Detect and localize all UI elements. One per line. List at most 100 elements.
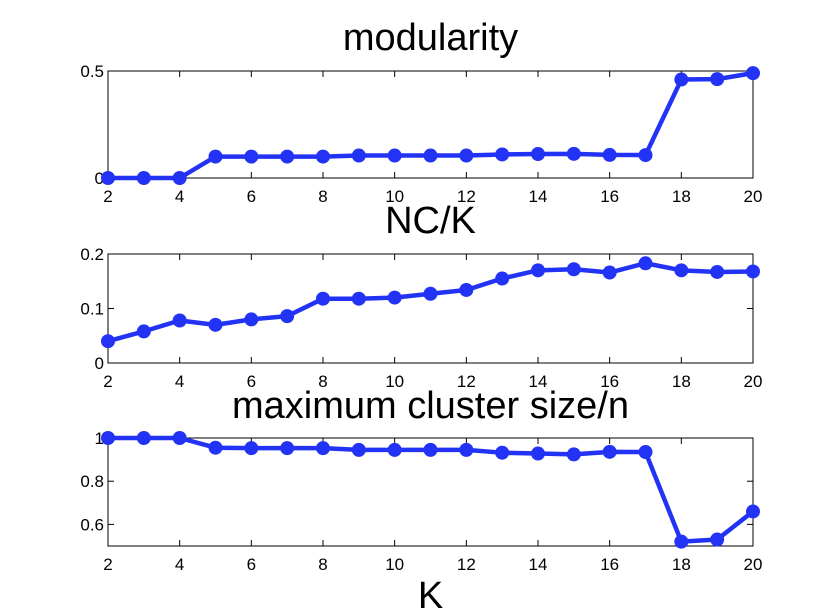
data-point (459, 442, 474, 457)
x-tick-label: 14 (529, 555, 548, 574)
data-point (101, 431, 115, 445)
x-tick-label: 12 (457, 372, 476, 391)
data-point (423, 442, 438, 457)
data-point (423, 148, 438, 163)
data-point (351, 148, 366, 163)
x-tick-label: 18 (672, 372, 691, 391)
data-point (495, 147, 510, 162)
charts: modularity 2 4 6 8 10 12 14 16 18 20 0 0.5 NC/K 2 4 6 8 10… (80, 17, 762, 616)
axes-box (107, 253, 754, 364)
data-point (674, 534, 689, 549)
data-point (459, 282, 474, 297)
data-point (244, 441, 259, 456)
data-point (208, 149, 223, 164)
x-tick-label: 20 (744, 187, 763, 206)
x-tick-label: 4 (175, 555, 184, 574)
x-tick-label: 18 (672, 187, 691, 206)
y-tick-label: 0.8 (80, 472, 104, 491)
x-tick-label: 14 (529, 372, 548, 391)
subplot-3: maximum cluster size/n 2 4 6 8 10 12 14 16 18 20 0.… (80, 385, 762, 616)
x-tick-label: 6 (247, 555, 256, 574)
data-point (495, 271, 510, 286)
data-point (602, 147, 617, 162)
x-tick-label: 18 (672, 555, 691, 574)
data-point (566, 447, 581, 462)
data-point (172, 431, 187, 445)
x-tick-label: 20 (744, 555, 763, 574)
data-point (387, 290, 402, 305)
data-point (136, 171, 151, 185)
data-point (746, 66, 760, 81)
data-point (316, 291, 330, 306)
data-point (101, 171, 115, 185)
data-point (710, 264, 725, 279)
data-point (316, 441, 330, 456)
data-point (423, 286, 438, 301)
subplot-1: modularity 2 4 6 8 10 12 14 16 18 20 0 0.5 (80, 17, 762, 206)
chart-title: maximum cluster size/n (232, 385, 629, 427)
data-point (531, 263, 545, 278)
data-point (674, 263, 689, 278)
data-point (280, 441, 295, 456)
x-tick-label: 8 (318, 187, 327, 206)
data-point (602, 444, 617, 459)
data-point (136, 324, 151, 339)
x-tick-label: 2 (103, 187, 112, 206)
x-tick-label: 16 (600, 372, 619, 391)
data-point (746, 264, 760, 279)
data-point (208, 440, 223, 455)
y-tick-label: 0.5 (80, 62, 104, 81)
data-point (710, 532, 725, 547)
data-point (101, 334, 115, 349)
data-point (495, 445, 510, 460)
data-point (172, 313, 187, 328)
y-tick-label: 0.6 (80, 515, 104, 534)
data-point (746, 504, 760, 519)
x-tick-label: 6 (247, 187, 256, 206)
data-point (531, 147, 545, 162)
data-point (244, 312, 259, 327)
x-tick-label: 10 (385, 187, 404, 206)
data-point (387, 442, 402, 457)
data-point (638, 256, 653, 271)
data-point (136, 431, 151, 445)
data-point (316, 149, 330, 164)
data-point (387, 148, 402, 163)
x-tick-label: 2 (103, 372, 112, 391)
data-point (208, 317, 223, 332)
data-point (459, 148, 474, 163)
data-point (710, 72, 725, 87)
x-tick-label: 4 (175, 372, 184, 391)
y-tick-label: 0 (95, 169, 104, 188)
data-point (638, 148, 653, 163)
data-point (638, 445, 653, 460)
chart-title: modularity (343, 17, 518, 59)
data-point (280, 149, 295, 164)
x-tick-label: 8 (318, 372, 327, 391)
x-tick-label: 10 (385, 555, 404, 574)
data-point (674, 72, 689, 87)
x-tick-label: 2 (103, 555, 112, 574)
x-tick-label: 8 (318, 555, 327, 574)
x-tick-label: 4 (175, 187, 184, 206)
data-point (566, 146, 581, 161)
x-tick-label: 6 (247, 372, 256, 391)
x-tick-label: 12 (457, 187, 476, 206)
chart-title: NC/K (385, 200, 476, 242)
x-tick-label: 16 (600, 187, 619, 206)
x-tick-label: 12 (457, 555, 476, 574)
data-point (531, 446, 545, 461)
x-tick-label: 10 (385, 372, 404, 391)
data-point (566, 262, 581, 277)
y-tick-label: 0.1 (80, 300, 104, 319)
data-point (244, 149, 259, 164)
data-point (351, 291, 366, 306)
x-tick-label: 16 (600, 555, 619, 574)
x-axis-label: K (418, 575, 443, 616)
y-tick-label: 0.2 (80, 245, 104, 264)
x-tick-label: 14 (529, 187, 548, 206)
x-tick-label: 20 (744, 372, 763, 391)
data-point (351, 442, 366, 457)
subplot-2: NC/K 2 4 6 8 10 12 14 16 18 20 0 0.1 0.2 (80, 200, 762, 391)
